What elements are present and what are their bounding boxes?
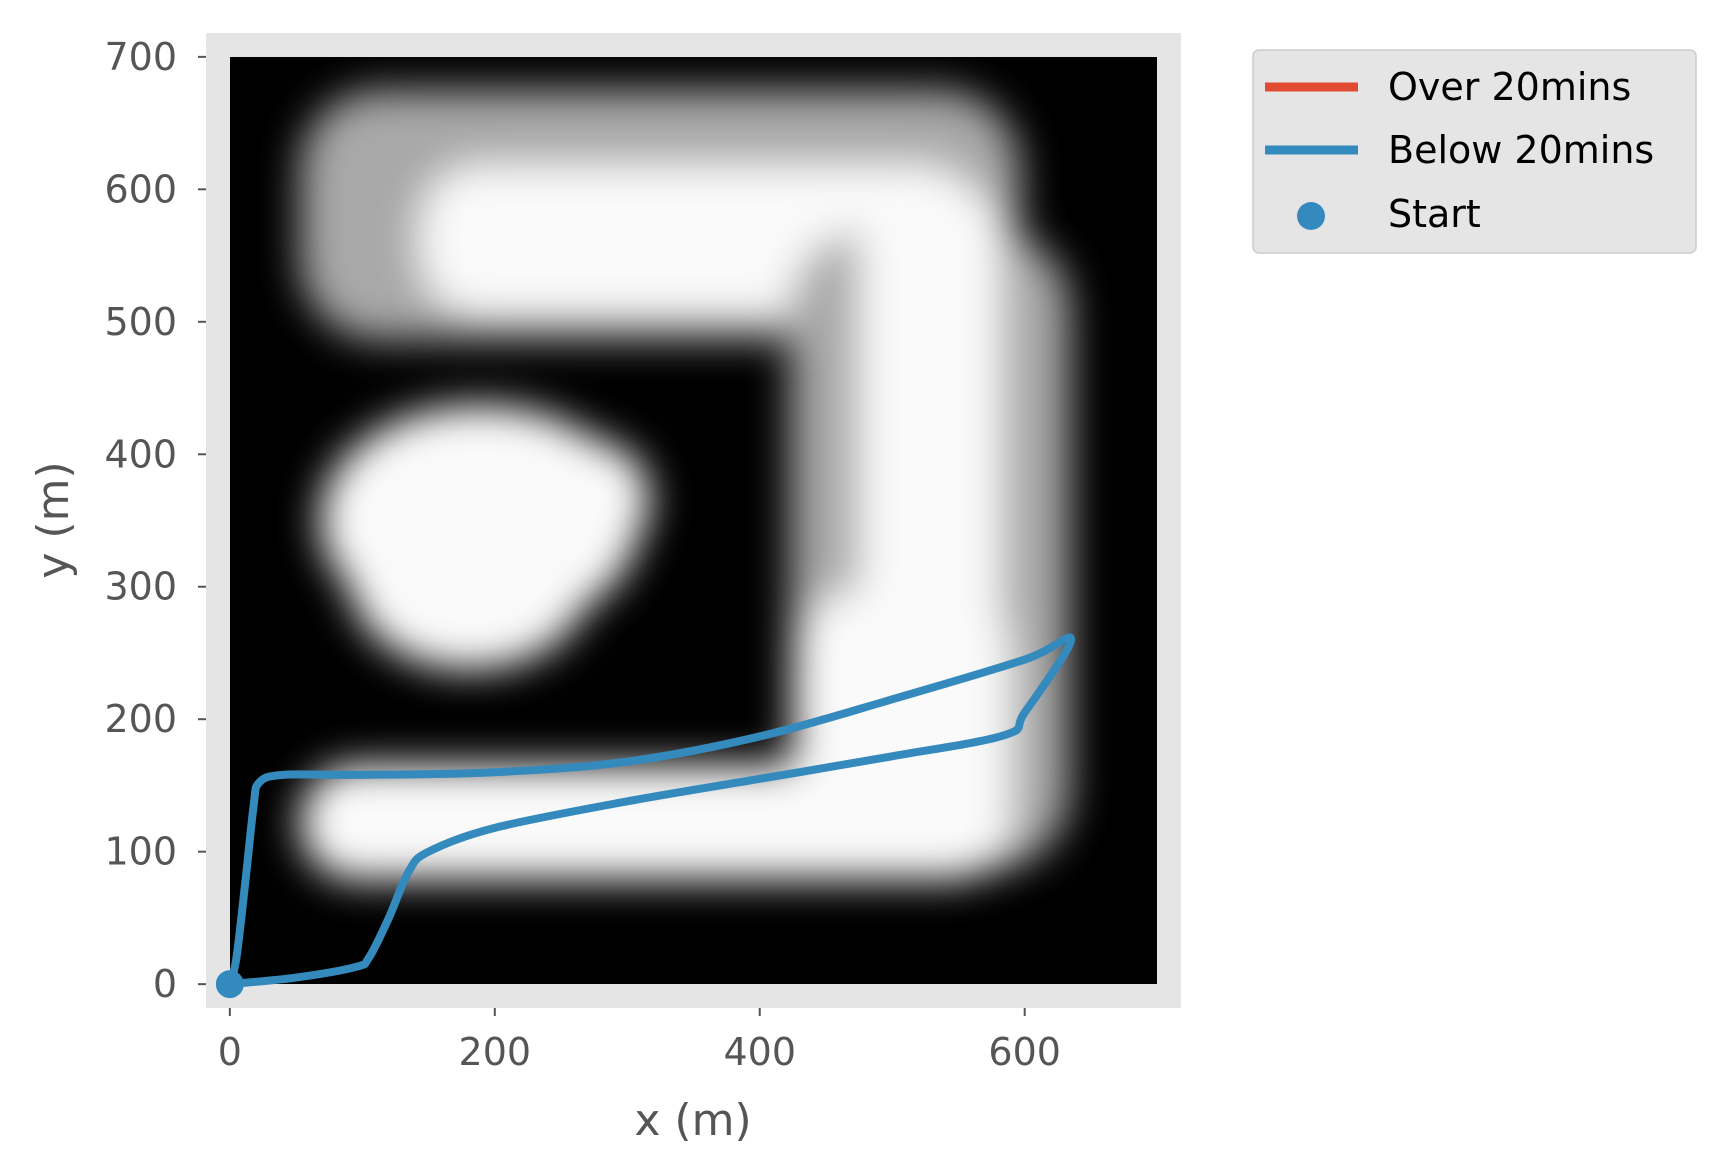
legend-box [1252,49,1697,254]
y-tick-label: 600 [104,167,177,211]
legend-label-start: Start [1388,192,1481,236]
ticks-layer: 0 200 400 600 0 100 200 300 400 500 600 700 [104,35,1060,1074]
legend-label-below: Below 20mins [1388,128,1654,172]
x-tick-label: 200 [459,1030,532,1074]
density-map [230,57,1157,984]
start-marker [215,970,244,999]
series-line-below-20mins [225,633,1076,989]
x-tick-label: 400 [723,1030,796,1074]
y-tick-label: 300 [104,565,177,609]
x-axis-label: x (m) [634,1095,751,1146]
x-tick-label: 600 [988,1030,1061,1074]
y-axis-label: y (m) [28,461,79,578]
x-tick-label: 0 [218,1030,242,1074]
y-tick-label: 500 [104,300,177,344]
legend-marker-start [1297,202,1325,230]
y-tick-label: 200 [104,697,177,741]
legend: Over 20mins Below 20mins Start [1252,49,1697,254]
y-tick-label: 400 [104,432,177,476]
legend-label-over: Over 20mins [1388,65,1631,109]
series-layer [215,633,1076,999]
y-tick-label: 0 [153,962,177,1006]
y-tick-label: 700 [104,35,177,79]
y-tick-label: 100 [104,830,177,874]
